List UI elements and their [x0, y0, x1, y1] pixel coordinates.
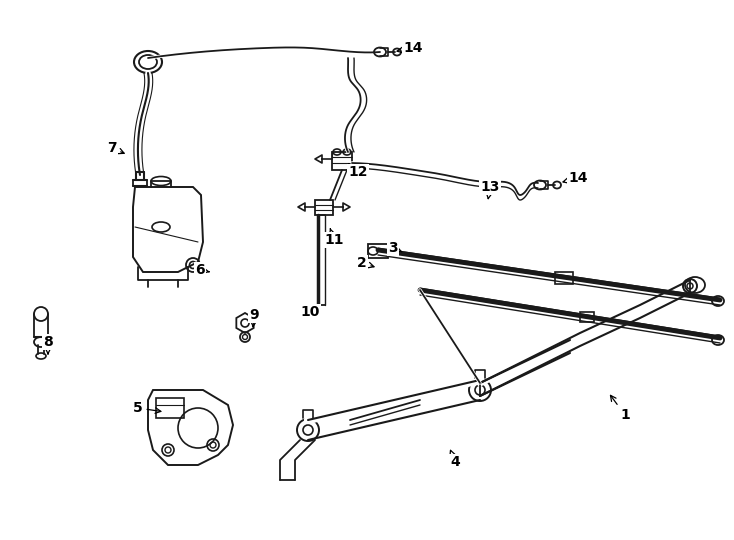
Text: 9: 9: [249, 308, 259, 327]
Bar: [315, 200, 333, 215]
Text: 14: 14: [397, 41, 423, 55]
Text: 3: 3: [388, 241, 401, 255]
Text: 14: 14: [563, 171, 588, 185]
Text: 13: 13: [480, 180, 500, 199]
Text: 11: 11: [324, 229, 344, 247]
Text: 5: 5: [133, 401, 161, 415]
Text: 12: 12: [348, 164, 368, 179]
Bar: [555, 272, 573, 284]
Text: 1: 1: [611, 395, 630, 422]
Text: 6: 6: [195, 263, 209, 277]
Text: 10: 10: [300, 305, 320, 319]
Bar: [580, 312, 594, 322]
Bar: [368, 244, 388, 258]
Text: 8: 8: [43, 335, 53, 354]
Text: 7: 7: [107, 141, 124, 155]
Bar: [332, 152, 352, 170]
Text: 4: 4: [450, 450, 460, 469]
Bar: [156, 398, 184, 418]
Text: 2: 2: [357, 256, 374, 270]
